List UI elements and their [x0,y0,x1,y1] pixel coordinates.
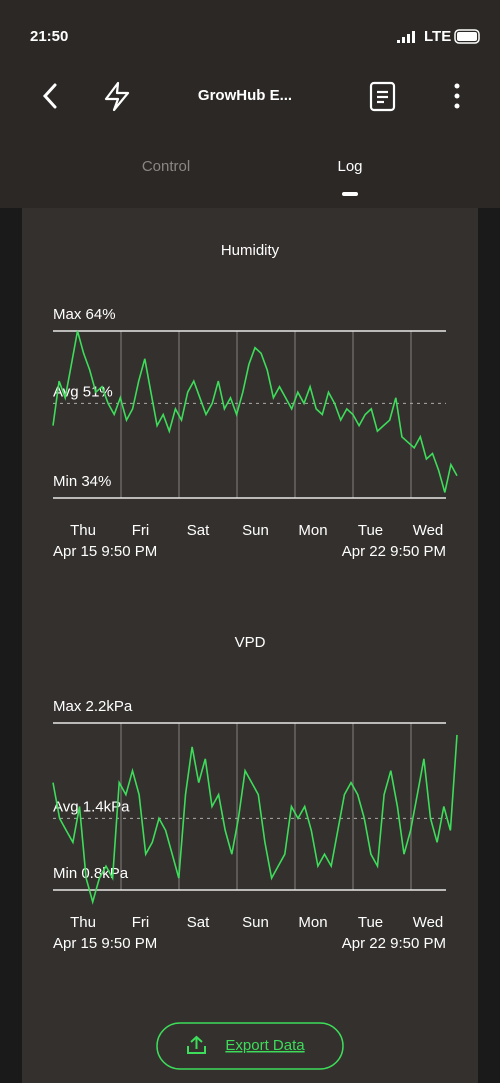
x-tick-label: Sun [242,914,269,931]
x-tick-label: Wed [413,522,444,539]
chart-title: VPD [235,634,266,651]
x-tick-label: Thu [70,914,96,931]
header-bg [0,0,500,208]
x-tick-label: Tue [358,914,383,931]
end-date: Apr 22 9:50 PM [342,935,446,952]
x-tick-label: Tue [358,522,383,539]
signal [397,31,415,43]
reference-label: Max 64% [53,306,116,323]
export-icon [187,1035,206,1054]
x-tick-label: Sat [187,522,210,539]
reference-label: Avg 1.4kPa [53,798,130,815]
status-time: 21:50 [30,28,68,45]
x-tick-label: Mon [298,914,327,931]
status-network: LTE [424,28,451,45]
flash-button[interactable] [104,81,130,112]
end-date: Apr 22 9:50 PM [342,543,446,560]
tab[interactable]: Control [142,158,190,175]
x-tick-label: Wed [413,914,444,931]
start-date: Apr 15 9:50 PM [53,935,157,952]
start-date: Apr 15 9:50 PM [53,543,157,560]
x-tick-label: Thu [70,522,96,539]
tab-indicator [342,192,358,196]
reference-label: Min 0.8kPa [53,865,129,882]
x-tick-label: Mon [298,522,327,539]
chart-title: Humidity [221,242,280,259]
reference-label: Avg 51% [53,383,113,400]
card [22,208,478,1083]
reference-label: Min 34% [53,473,111,490]
x-tick-label: Sun [242,522,269,539]
export-button[interactable] [156,1022,344,1070]
x-tick-label: Fri [132,914,150,931]
notes-button[interactable] [369,81,396,112]
x-tick-label: Fri [132,522,150,539]
data-line [52,734,458,905]
menu-button[interactable] [454,83,460,109]
tab-active[interactable]: Log [337,158,362,175]
header-title: GrowHub E... [198,87,292,104]
reference-label: Max 2.2kPa [53,698,133,715]
export-label[interactable]: Export Data [225,1037,305,1054]
battery-level [457,32,477,41]
back-button[interactable] [42,83,57,109]
data-line [52,330,458,493]
battery [454,29,480,44]
x-tick-label: Sat [187,914,210,931]
